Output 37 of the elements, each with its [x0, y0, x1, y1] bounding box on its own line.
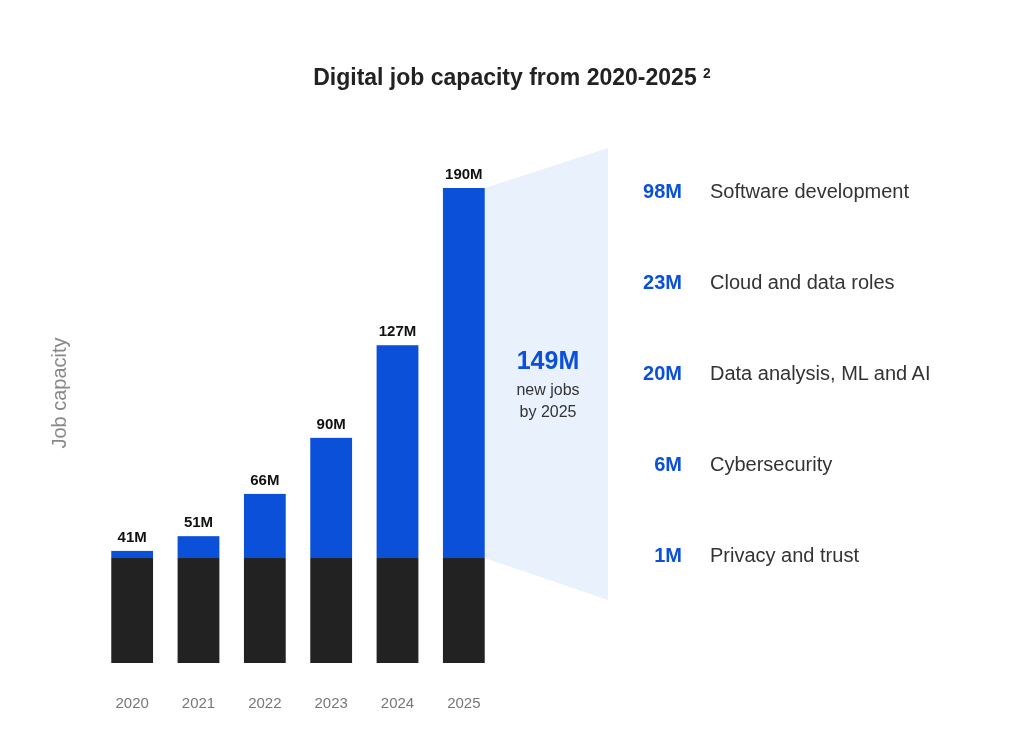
bar	[111, 558, 154, 663]
text: 6M	[654, 453, 682, 475]
x-tick-label: 2023	[314, 694, 348, 711]
y-axis-title: Job capacity	[48, 337, 70, 449]
text: Cloud and data roles	[710, 271, 895, 293]
bar	[376, 558, 419, 663]
text: 23M	[643, 271, 682, 293]
x-tick-label: 2025	[447, 694, 481, 711]
text: 149M	[516, 346, 580, 374]
x-tick-label: 2021	[181, 694, 216, 711]
annotation: 66M	[250, 470, 280, 488]
text: Cybersecurity	[710, 453, 833, 475]
annotation: 190M	[445, 165, 483, 182]
bar	[243, 558, 286, 663]
x-tick-label: 2020	[115, 694, 149, 711]
bar	[310, 437, 353, 559]
chart-title: Digital job capacity from 2020-2025 $^{2}$	[313, 64, 712, 90]
text: Data analysis, ML and AI	[710, 362, 931, 384]
annotation: 51M	[183, 513, 214, 531]
bar	[177, 558, 220, 663]
bar	[177, 536, 220, 559]
annotation: 90M	[316, 414, 346, 432]
annotation: 127M	[378, 322, 417, 340]
bar	[442, 558, 485, 663]
x-tick-label: 2022	[248, 694, 282, 711]
text: 98M	[643, 180, 682, 202]
bar	[376, 345, 419, 559]
text: Software development	[710, 180, 910, 202]
text: 1M	[654, 544, 682, 566]
text: Privacy and trust	[710, 544, 860, 566]
text: new jobs by 2025	[516, 381, 580, 420]
text: 20M	[643, 362, 682, 384]
bar	[111, 550, 154, 559]
x-tick-label: 2024	[380, 694, 415, 711]
bar	[310, 558, 353, 663]
annotation: 41M	[117, 527, 147, 545]
bar	[243, 493, 286, 559]
